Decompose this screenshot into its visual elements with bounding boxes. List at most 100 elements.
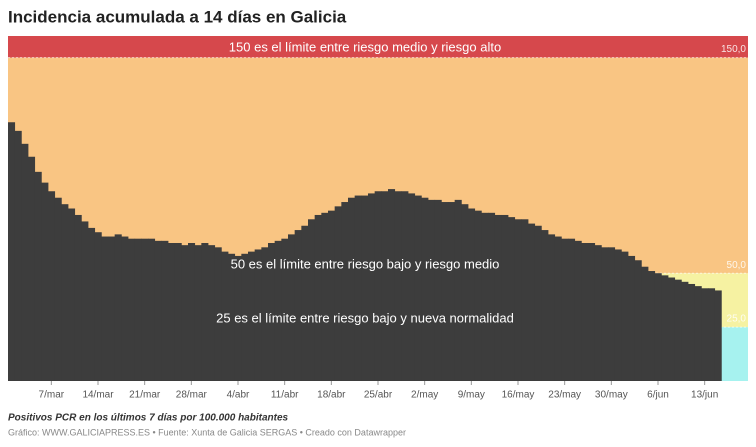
bar bbox=[81, 221, 89, 381]
x-tick-label: 13/jun bbox=[691, 390, 718, 401]
bar bbox=[454, 199, 462, 381]
y-tick-label: 50,0 bbox=[727, 260, 747, 271]
x-tick-label: 23/may bbox=[548, 390, 581, 401]
bar bbox=[588, 243, 596, 381]
bar bbox=[388, 189, 396, 381]
bar bbox=[701, 288, 709, 381]
bar bbox=[421, 197, 429, 381]
bar bbox=[534, 225, 542, 381]
bar bbox=[94, 232, 102, 381]
x-tick-label: 6/jun bbox=[647, 390, 669, 401]
annotation: 25 es el límite entre riesgo bajo y nuev… bbox=[216, 310, 514, 325]
bar bbox=[508, 217, 516, 381]
bar bbox=[574, 240, 582, 381]
bar bbox=[468, 208, 476, 381]
bar bbox=[501, 214, 509, 381]
bar bbox=[681, 281, 689, 381]
bar bbox=[248, 251, 256, 381]
caption: Positivos PCR en los últimos 7 días por … bbox=[8, 413, 289, 424]
bar bbox=[168, 243, 176, 381]
x-tick-label: 30/may bbox=[595, 390, 628, 401]
x-tick-label: 16/may bbox=[502, 390, 535, 401]
bar bbox=[88, 227, 96, 381]
bar bbox=[668, 277, 676, 381]
bar bbox=[361, 195, 369, 381]
x-tick-label: 21/mar bbox=[129, 390, 161, 401]
bar bbox=[561, 238, 569, 381]
bar bbox=[661, 275, 669, 381]
bar bbox=[601, 247, 609, 381]
bar bbox=[201, 243, 209, 381]
bar bbox=[428, 199, 436, 381]
bar bbox=[448, 202, 456, 381]
bar bbox=[21, 143, 29, 381]
bar bbox=[34, 171, 42, 381]
bar bbox=[694, 286, 702, 381]
bar bbox=[474, 210, 482, 381]
x-tick-label: 11/abr bbox=[271, 390, 299, 401]
bar bbox=[74, 214, 82, 381]
bar bbox=[314, 214, 322, 381]
x-tick-label: 14/mar bbox=[82, 390, 114, 401]
x-tick-label: 9/may bbox=[458, 390, 485, 401]
annotation: 50 es el límite entre riesgo bajo y ries… bbox=[231, 256, 500, 271]
bar bbox=[614, 249, 622, 381]
bar bbox=[174, 243, 182, 381]
bar bbox=[621, 251, 629, 381]
bar bbox=[408, 193, 416, 381]
x-tick-label: 2/may bbox=[411, 390, 438, 401]
bar bbox=[101, 236, 109, 381]
bar bbox=[121, 236, 129, 381]
bar bbox=[481, 212, 489, 381]
bar bbox=[141, 238, 149, 381]
x-tick-label: 25/abr bbox=[364, 390, 393, 401]
bar bbox=[294, 230, 302, 381]
bar bbox=[648, 271, 656, 381]
x-tick-label: 7/mar bbox=[39, 390, 65, 401]
bar bbox=[134, 238, 142, 381]
bar bbox=[641, 266, 649, 381]
bar bbox=[581, 243, 589, 381]
bar bbox=[148, 238, 156, 381]
bar bbox=[401, 191, 409, 381]
bar bbox=[254, 249, 262, 381]
bar bbox=[188, 243, 196, 381]
bar bbox=[394, 191, 402, 381]
bar bbox=[461, 204, 469, 381]
bar bbox=[374, 191, 382, 381]
bar bbox=[8, 122, 16, 381]
bar bbox=[548, 234, 556, 381]
bar bbox=[348, 197, 356, 381]
annotation: 150 es el límite entre riesgo medio y ri… bbox=[229, 39, 501, 54]
bar bbox=[521, 219, 529, 381]
bar bbox=[441, 202, 449, 381]
x-tick-label: 28/mar bbox=[176, 390, 208, 401]
x-tick-label: 4/abr bbox=[227, 390, 250, 401]
risk-band bbox=[8, 36, 748, 58]
bar bbox=[634, 260, 642, 381]
bar bbox=[368, 193, 376, 381]
bar bbox=[61, 204, 69, 381]
y-tick-label: 150,0 bbox=[721, 44, 746, 55]
bar bbox=[354, 195, 362, 381]
bar bbox=[301, 225, 309, 381]
bar bbox=[261, 247, 269, 381]
bar bbox=[688, 283, 696, 381]
bar bbox=[674, 279, 682, 381]
bar bbox=[288, 234, 296, 381]
bar bbox=[14, 130, 22, 381]
bar bbox=[114, 234, 122, 381]
bar bbox=[181, 245, 189, 381]
bar bbox=[654, 273, 662, 381]
bar bbox=[308, 219, 316, 381]
bar bbox=[234, 255, 242, 381]
bar bbox=[68, 208, 76, 381]
bar bbox=[708, 288, 716, 381]
bar bbox=[154, 240, 162, 381]
bar bbox=[434, 199, 442, 381]
bar bbox=[328, 210, 336, 381]
bar bbox=[161, 240, 169, 381]
bar bbox=[541, 230, 549, 381]
bar bbox=[714, 290, 722, 381]
